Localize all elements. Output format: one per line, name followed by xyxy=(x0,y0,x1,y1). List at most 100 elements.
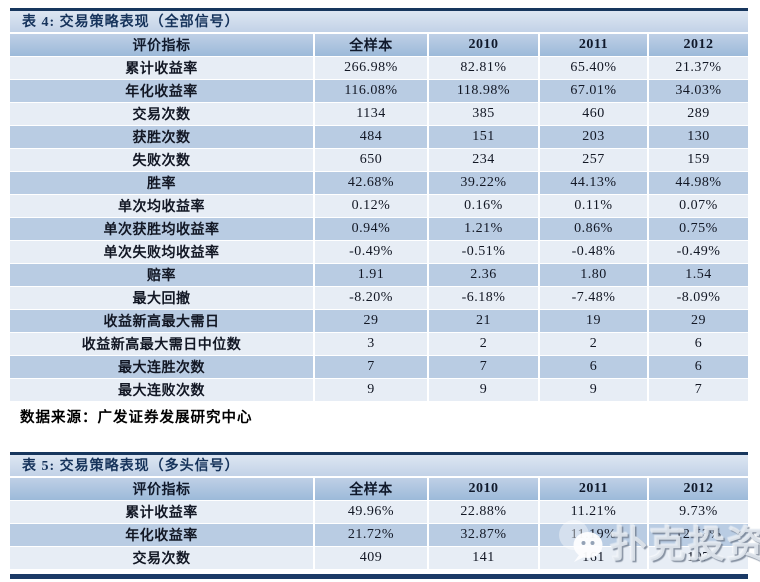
cell-value: 9 xyxy=(538,379,647,401)
cell-value: 2 xyxy=(538,333,647,355)
cell-value: 385 xyxy=(427,103,538,125)
cell-value: 21.72% xyxy=(313,524,427,546)
table4-block: 表 4: 交易策略表现（全部信号） 评价指标 全样本 2010 2011 2012 累计收… xyxy=(10,8,748,402)
cell-value: 289 xyxy=(647,103,748,125)
table-row: 单次均收益率 0.12% 0.16% 0.11% 0.07% xyxy=(10,195,748,218)
table-row: 胜率 42.68% 39.22% 44.13% 44.98% xyxy=(10,172,748,195)
cell-value: 67.01% xyxy=(538,80,647,102)
row-label: 单次失败均收益率 xyxy=(103,246,220,261)
cell-value: 7 xyxy=(313,356,427,378)
cell-value: 6 xyxy=(647,356,748,378)
cell-value: 0.11% xyxy=(538,195,647,217)
cell-value: 2.36 xyxy=(427,264,538,286)
cell-value: 6 xyxy=(647,333,748,355)
cell-value: 1.21% xyxy=(427,218,538,240)
cell-value: 151 xyxy=(427,126,538,148)
cell-value: 484 xyxy=(313,126,427,148)
row-label: 收益新高最大需日 xyxy=(103,315,220,330)
table-row: 收益新高最大需日中位数 3 2 2 6 xyxy=(10,333,748,356)
table-row: 年化收益率 116.08% 118.98% 67.01% 34.03% xyxy=(10,80,748,103)
table-row: 累计收益率 266.98% 82.81% 65.40% 21.37% xyxy=(10,57,748,80)
row-label: 赔率 xyxy=(147,269,176,284)
column-header: 2011 xyxy=(538,478,647,500)
cell-value: 0.94% xyxy=(313,218,427,240)
row-label: 累计收益率 xyxy=(125,62,198,77)
cell-value: 118.98% xyxy=(427,80,538,102)
table-row: 交易次数 409 141 161 107 xyxy=(10,547,748,570)
table4-title: 表 4: 交易策略表现（全部信号） xyxy=(10,11,748,34)
cell-value: 0.16% xyxy=(427,195,538,217)
cell-value: 266.98% xyxy=(313,57,427,79)
cell-value: 159 xyxy=(647,149,748,171)
row-label: 收益新高最大需日中位数 xyxy=(81,338,242,353)
cell-value: 0.12% xyxy=(313,195,427,217)
cell-value: 0.75% xyxy=(647,218,748,240)
watermark: 扑克投资家 xyxy=(554,516,760,566)
cell-value: 19 xyxy=(538,310,647,332)
row-label: 失败次数 xyxy=(132,154,191,169)
column-header: 全样本 xyxy=(313,34,427,56)
column-header: 2010 xyxy=(427,34,538,56)
cell-value: 39.22% xyxy=(427,172,538,194)
row-label: 单次均收益率 xyxy=(118,200,205,215)
cell-value: 6 xyxy=(538,356,647,378)
cell-value: 9 xyxy=(427,379,538,401)
cell-value: 409 xyxy=(313,547,427,569)
table5-body: 评价指标 全样本 2010 2011 2012 累计收益率 49.96% 22.88% 11.2… xyxy=(10,478,748,570)
table5-block: 表 5: 交易策略表现（多头信号） 评价指标 全样本 2010 2011 2012 累计收… xyxy=(10,452,748,570)
cell-value: 22.88% xyxy=(427,501,538,523)
table-row: 获胜次数 484 151 203 130 xyxy=(10,126,748,149)
cell-value: 21 xyxy=(427,310,538,332)
row-label: 单次获胜均收益率 xyxy=(103,223,220,238)
cell-value: 82.81% xyxy=(427,57,538,79)
cell-value: 9.73% xyxy=(647,501,748,523)
row-label: 交易次数 xyxy=(132,108,191,123)
table-row: 收益新高最大需日 29 21 19 29 xyxy=(10,310,748,333)
cell-value: -0.49% xyxy=(647,241,748,263)
page-bottom-rule xyxy=(10,574,748,579)
table-row: 失败次数 650 234 257 159 xyxy=(10,149,748,172)
table-row: 赔率 1.91 2.36 1.80 1.54 xyxy=(10,264,748,287)
row-label: 最大连败次数 xyxy=(118,384,205,399)
cell-value: -0.51% xyxy=(427,241,538,263)
cell-value: 234 xyxy=(427,149,538,171)
column-header: 评价指标 xyxy=(132,483,191,498)
column-header: 全样本 xyxy=(313,478,427,500)
table-row: 交易次数 1134 385 460 289 xyxy=(10,103,748,126)
row-label: 年化收益率 xyxy=(125,85,198,100)
row-label: 累计收益率 xyxy=(125,506,198,521)
cell-value: -8.09% xyxy=(647,287,748,309)
cell-value: 650 xyxy=(313,149,427,171)
cell-value: 1.54 xyxy=(647,264,748,286)
cell-value: 29 xyxy=(647,310,748,332)
cell-value: 203 xyxy=(538,126,647,148)
table4-body: 评价指标 全样本 2010 2011 2012 累计收益率 266.98% 82.81% 65.… xyxy=(10,34,748,402)
cell-value: 107 xyxy=(647,547,748,569)
cell-value: 3 xyxy=(313,333,427,355)
column-header: 2012 xyxy=(647,34,748,56)
cell-value: -0.49% xyxy=(313,241,427,263)
column-header: 2010 xyxy=(427,478,538,500)
cell-value: -6.18% xyxy=(427,287,538,309)
cell-value: 0.86% xyxy=(538,218,647,240)
table-row: 累计收益率 49.96% 22.88% 11.21% 9.73% xyxy=(10,501,748,524)
row-label: 获胜次数 xyxy=(132,131,191,146)
cell-value: -0.48% xyxy=(538,241,647,263)
cell-value: 141 xyxy=(427,547,538,569)
cell-value: 2 xyxy=(427,333,538,355)
row-label: 最大回撤 xyxy=(132,292,191,307)
cell-value: 7 xyxy=(427,356,538,378)
cell-value: 42.68% xyxy=(313,172,427,194)
cell-value: 130 xyxy=(647,126,748,148)
table-row: 最大回撤 -8.20% -6.18% -7.48% -8.09% xyxy=(10,287,748,310)
cell-value: 9 xyxy=(313,379,427,401)
cell-value: 0.07% xyxy=(647,195,748,217)
row-label: 年化收益率 xyxy=(125,529,198,544)
cell-value: 1.80 xyxy=(538,264,647,286)
row-label: 胜率 xyxy=(147,177,176,192)
source-note: 数据来源：广发证券发展研究中心 xyxy=(20,410,253,426)
table-row: 最大连胜次数 7 7 6 6 xyxy=(10,356,748,379)
cell-value: 49.96% xyxy=(313,501,427,523)
